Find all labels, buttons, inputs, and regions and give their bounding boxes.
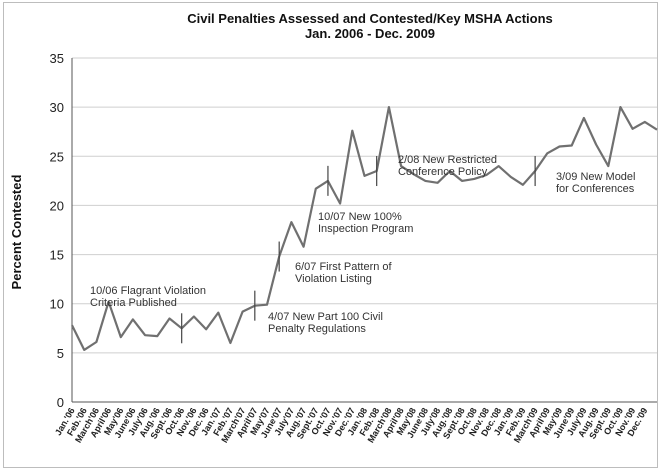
chart-subtitle: Jan. 2006 - Dec. 2009: [305, 26, 435, 41]
annotation-line: for Conferences: [556, 183, 635, 195]
annotation-label: 10/07 New 100% Inspection Program: [318, 211, 413, 235]
y-tick-label: 20: [50, 198, 64, 213]
y-axis-label: Percent Contested: [9, 175, 24, 290]
annotation-line: Conference Policy: [398, 166, 488, 178]
annotation-label: 4/07 New Part 100 Civil Penalty Regulatio…: [268, 311, 383, 335]
annotation-label: 6/07 First Pattern of Violation Listing: [295, 261, 393, 285]
y-tick-label: 0: [57, 395, 64, 410]
y-tick-label: 15: [50, 248, 64, 263]
y-tick-label: 25: [50, 149, 64, 164]
y-tick-label: 10: [50, 297, 64, 312]
annotation-line: 4/07 New Part 100 Civil: [268, 311, 383, 323]
y-tick-label: 5: [57, 346, 64, 361]
annotation-label: 3/09 New Model for Conferences: [556, 171, 636, 195]
annotation-label: 2/08 New Restricted Conference Policy: [398, 154, 497, 178]
annotation-line: 2/08 New Restricted: [398, 154, 497, 166]
chart-title: Civil Penalties Assessed and Contested/K…: [187, 11, 553, 26]
annotation-line: 10/06 Flagrant Violation: [90, 285, 206, 297]
annotation-line: Penalty Regulations: [268, 323, 366, 335]
annotation-line: Violation Listing: [295, 273, 372, 285]
annotation-line: 3/09 New Model: [556, 171, 636, 183]
y-tick-label: 35: [50, 51, 64, 66]
annotation-line: Criteria Published: [90, 297, 177, 309]
annotation-line: 10/07 New 100%: [318, 211, 402, 223]
annotation-line: Inspection Program: [318, 223, 413, 235]
annotation-label: 10/06 Flagrant Violation Criteria Publish…: [90, 285, 206, 309]
annotation-line: 6/07 First Pattern of: [295, 261, 393, 273]
y-tick-label: 30: [50, 100, 64, 115]
